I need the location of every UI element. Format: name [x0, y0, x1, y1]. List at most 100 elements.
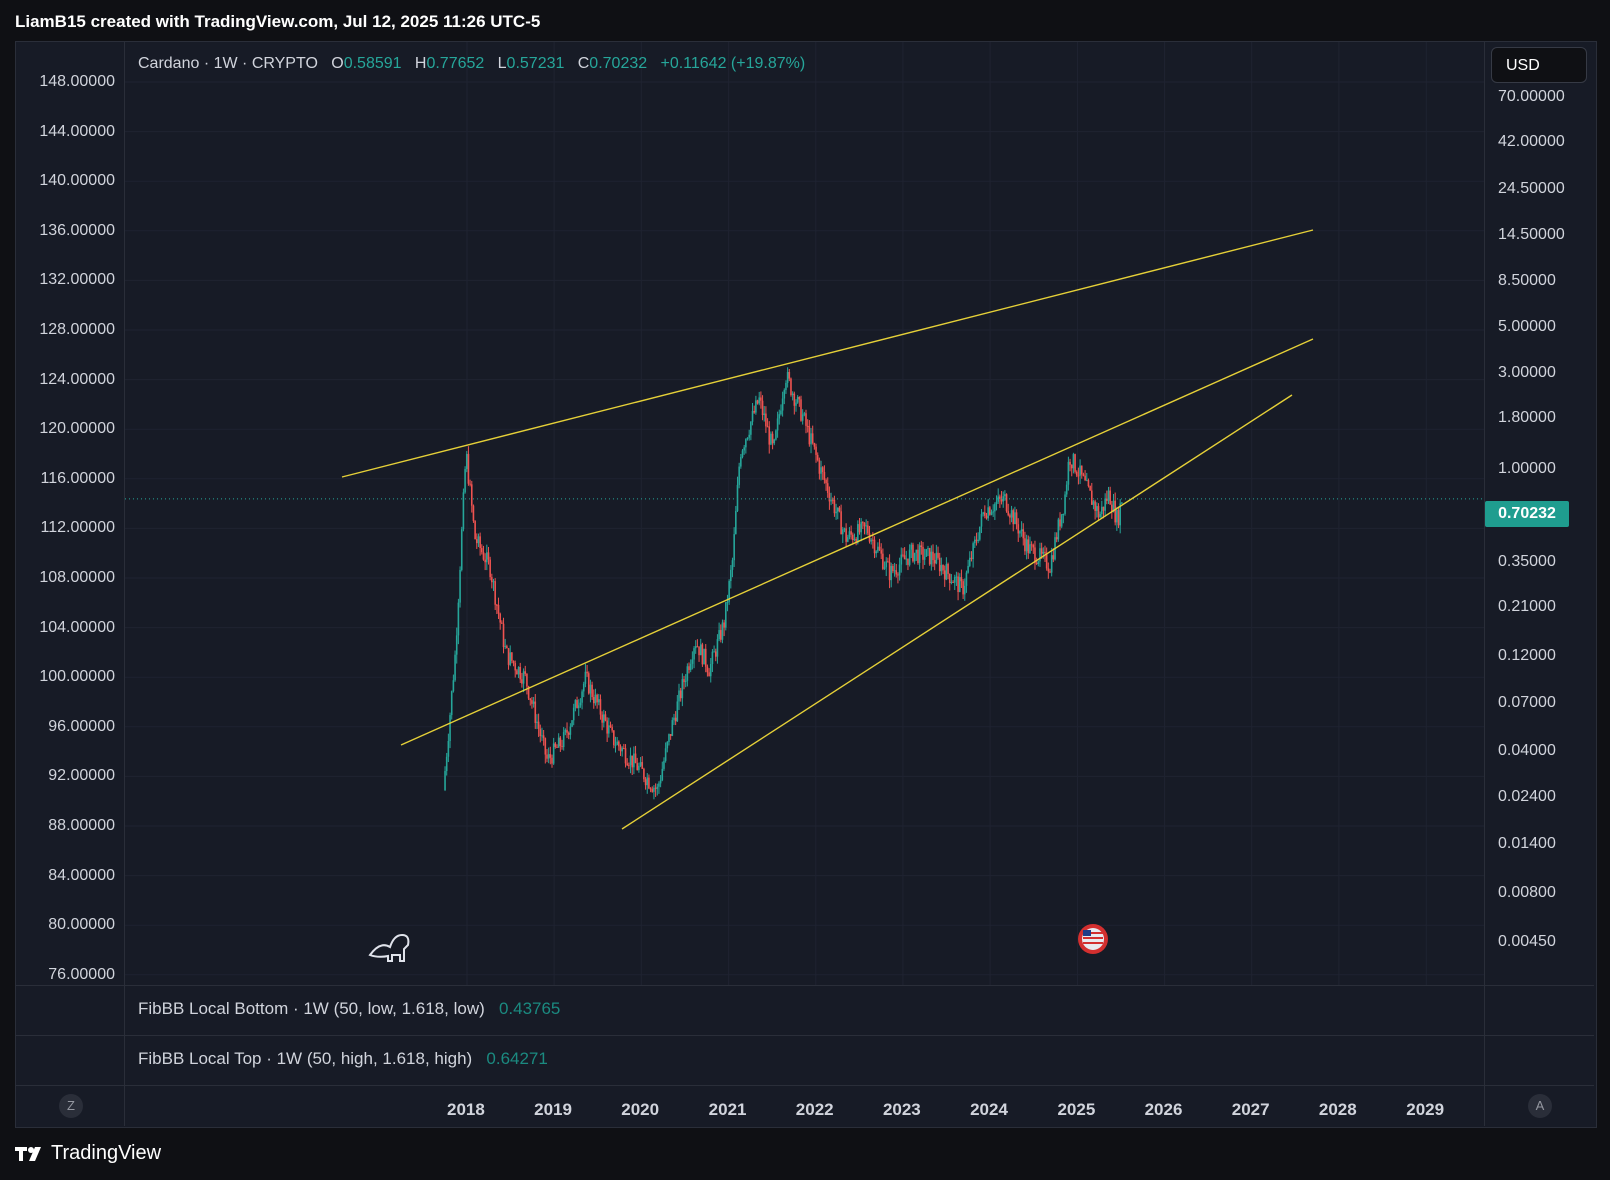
candle-body — [786, 372, 789, 383]
candle-body — [668, 734, 670, 742]
candle-body — [644, 779, 647, 786]
currency-button[interactable]: USD — [1491, 47, 1587, 83]
candle-body — [771, 433, 774, 444]
left-axis-tick-label: 104.00000 — [39, 618, 115, 636]
indicator-pane-divider-2 — [16, 1035, 1594, 1036]
candle-body — [704, 648, 707, 667]
candle-body — [775, 430, 777, 440]
candle-body — [618, 741, 620, 747]
candle-body — [1035, 563, 1038, 565]
candle-body — [760, 397, 762, 401]
time-axis-label: 2029 — [1406, 1100, 1445, 1119]
candle-body — [1059, 519, 1061, 527]
candle-body — [740, 457, 742, 467]
chart-background — [125, 42, 1484, 985]
right-axis-tick-label: 0.00450 — [1498, 933, 1556, 950]
left-axis-tick-label: 76.00000 — [48, 965, 115, 983]
candle-body — [659, 780, 662, 784]
candle-body — [673, 717, 675, 721]
candle-body — [925, 549, 928, 557]
indicator-fibbb-local-bottom[interactable]: FibBB Local Bottom · 1W (50, low, 1.618,… — [138, 999, 560, 1019]
candle-body — [683, 679, 685, 683]
candle-body — [835, 511, 837, 514]
candle-body — [728, 581, 730, 602]
candle-body — [586, 671, 588, 674]
candle-body — [947, 563, 949, 574]
candle-body — [1117, 510, 1120, 526]
candle-body — [801, 414, 804, 421]
candle-body — [641, 762, 644, 769]
zoom-reset-button[interactable]: Z — [59, 1094, 83, 1118]
candle-body — [688, 666, 690, 671]
candle-body — [716, 639, 719, 657]
candle-body — [534, 701, 537, 723]
candle-body — [1045, 552, 1048, 569]
candle-body — [1090, 490, 1093, 505]
candle-body — [608, 725, 610, 734]
right-axis-tick-label: 1.00000 — [1498, 460, 1556, 477]
candle-body — [723, 622, 725, 628]
left-axis-tick-label: 84.00000 — [48, 866, 115, 884]
candle-body — [634, 753, 637, 764]
candle-body — [887, 561, 889, 563]
candle-body — [479, 536, 481, 549]
candle-body — [940, 565, 943, 572]
candle-body — [1067, 461, 1070, 485]
candle-body — [726, 601, 729, 603]
candle-body — [628, 765, 630, 767]
candle-body — [917, 549, 919, 563]
candle-body — [1112, 500, 1115, 512]
candle-body — [522, 671, 525, 684]
price-chart[interactable] — [125, 42, 1484, 985]
candle-body — [878, 546, 881, 551]
candle-body — [674, 717, 677, 722]
candle-body — [1082, 474, 1085, 476]
candle-body — [1020, 529, 1023, 532]
candle-body — [481, 548, 483, 553]
candle-body — [444, 771, 446, 791]
candle-body — [486, 552, 488, 563]
time-axis-label: 2020 — [621, 1100, 660, 1119]
candle-body — [972, 543, 974, 560]
candle-body — [696, 646, 699, 648]
candle-body — [514, 663, 517, 671]
right-axis-tick-label: 5.00000 — [1498, 318, 1556, 335]
candle-body — [671, 720, 674, 736]
candle-body — [935, 552, 938, 564]
candle-body — [1079, 465, 1081, 476]
candle-body — [763, 413, 766, 416]
indicator-fibbb-local-top[interactable]: FibBB Local Top · 1W (50, high, 1.618, h… — [138, 1049, 548, 1069]
candle-body — [846, 537, 849, 542]
candle-body — [950, 581, 953, 583]
candle-body — [768, 426, 771, 445]
candle-body — [995, 501, 998, 505]
candle-body — [497, 604, 500, 614]
top-bar: LiamB15 created with TradingView.com, Ju… — [0, 0, 1610, 40]
candle-body — [1057, 519, 1060, 540]
left-axis-tick-label: 148.00000 — [39, 73, 115, 90]
candle-body — [806, 425, 809, 427]
candle-body — [619, 746, 622, 752]
candle-body — [1050, 555, 1053, 573]
candle-body — [614, 744, 617, 746]
candle-body — [1084, 475, 1086, 481]
candle-body — [830, 499, 832, 502]
candle-body — [1005, 494, 1008, 512]
candle-body — [679, 690, 682, 699]
candle-body — [470, 484, 473, 506]
candle-body — [1049, 571, 1051, 573]
auto-scale-button[interactable]: A — [1528, 1094, 1552, 1118]
candle-body — [788, 372, 791, 379]
candle-body — [796, 396, 799, 403]
candle-body — [975, 539, 978, 542]
candle-body — [932, 551, 934, 561]
candle-body — [718, 630, 720, 640]
candle-body — [937, 552, 939, 558]
candle-body — [1085, 480, 1088, 482]
candle-body — [928, 548, 931, 565]
candle-body — [469, 483, 471, 485]
candle-body — [663, 760, 665, 769]
high-value: 0.77652 — [426, 55, 485, 72]
change-value: +0.11642 (+19.87%) — [660, 55, 806, 72]
candle-body — [927, 548, 929, 550]
